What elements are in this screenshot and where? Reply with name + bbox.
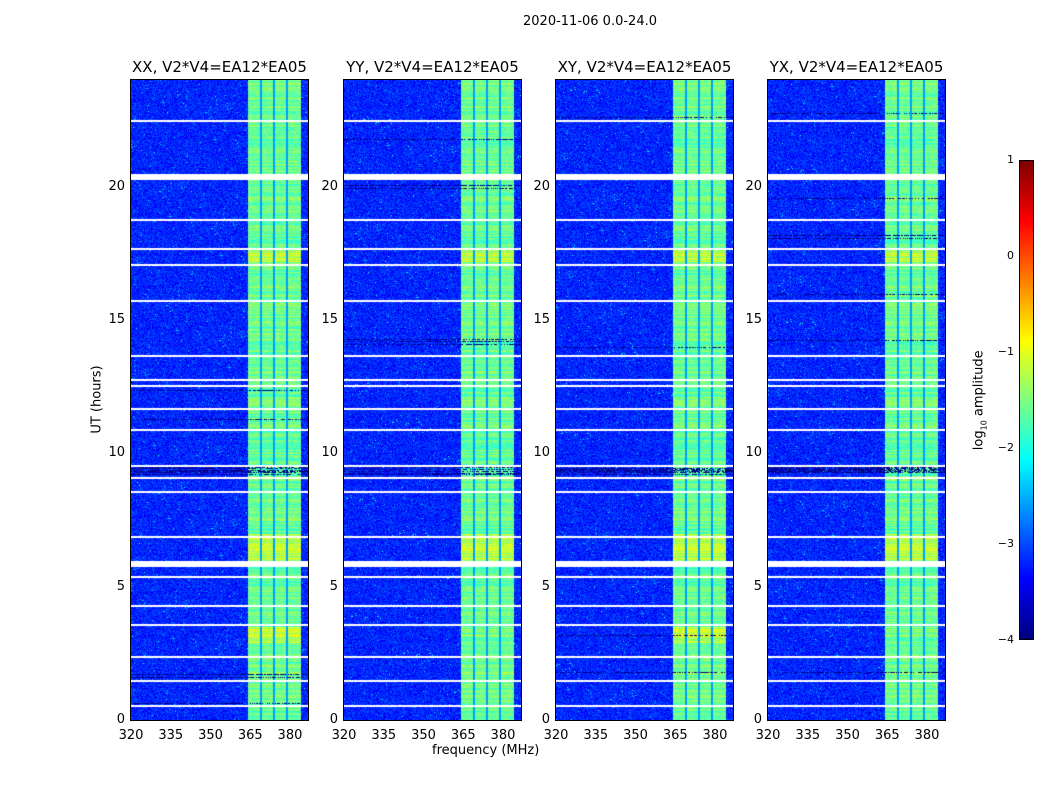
x-tick-label: 350: [835, 728, 860, 743]
panel-title: YX, V2*V4=EA12*EA05: [769, 58, 944, 76]
y-tick-label: 10: [745, 445, 762, 461]
x-tick-label: 320: [755, 728, 781, 743]
y-axis-label: UT (hours): [89, 365, 105, 434]
y-tick-label: 20: [533, 178, 550, 194]
axes-frame: [555, 79, 734, 721]
colorbar-tick-label: −1: [997, 345, 1014, 358]
x-tick-label: 335: [158, 728, 184, 743]
heatmap-xx: [131, 80, 308, 720]
x-tick-label: 335: [371, 728, 397, 743]
colorbar-tick-label: 1: [1007, 153, 1014, 166]
panel-yx: YX, V2*V4=EA12*EA05 320 335 350 365 380 0 5 10 15…: [745, 58, 946, 743]
x-tick-label: 365: [662, 728, 688, 743]
colorbar: [1019, 160, 1034, 640]
axes-frame: [343, 79, 522, 721]
axes-frame: [130, 79, 309, 721]
y-tick-label: 15: [533, 312, 550, 327]
panel-xy: XY, V2*V4=EA12*EA05 320 335 350 365 380 0 5 10 15…: [533, 58, 734, 743]
heatmap-yx: [768, 80, 945, 720]
y-tick-label: 0: [753, 712, 762, 727]
colorbar-tick-label: −3: [997, 537, 1014, 550]
heatmap-yy: [344, 80, 521, 720]
axes-frame: [767, 79, 946, 721]
x-tick-label: 350: [623, 728, 648, 743]
panel-title: XY, V2*V4=EA12*EA05: [557, 58, 732, 76]
y-tick-label: 10: [321, 445, 338, 461]
y-tick-label: 5: [116, 578, 125, 594]
x-tick-label: 335: [583, 728, 609, 743]
x-tick-label: 350: [411, 728, 436, 743]
y-tick-label: 15: [321, 312, 338, 327]
x-tick-label: 365: [237, 728, 263, 743]
x-tick-label: 350: [198, 728, 223, 743]
x-tick-label: 380: [914, 728, 940, 743]
heatmap-xy: [556, 80, 733, 720]
x-tick-label: 380: [702, 728, 728, 743]
y-tick-label: 10: [108, 445, 125, 461]
panel-title: XX, V2*V4=EA12*EA05: [132, 58, 307, 76]
panel-xx: XX, V2*V4=EA12*EA05 320 335 350 365 380 0 5 10 15…: [108, 58, 309, 743]
colorbar-label-sub: 10: [979, 420, 989, 431]
colorbar-label: log10 amplitude: [972, 340, 989, 460]
x-tick-label: 365: [450, 728, 476, 743]
y-tick-label: 5: [329, 578, 338, 594]
y-tick-label: 0: [116, 712, 125, 727]
colorbar-label-rest: amplitude: [971, 350, 987, 421]
y-tick-label: 5: [541, 578, 550, 594]
x-tick-label: 380: [490, 728, 516, 743]
x-tick-label: 380: [277, 728, 303, 743]
colorbar-label-log: log: [971, 430, 987, 451]
x-tick-label: 320: [118, 728, 144, 743]
y-tick-label: 0: [541, 712, 550, 727]
y-tick-label: 20: [745, 178, 762, 194]
x-tick-label: 365: [874, 728, 900, 743]
y-tick-label: 0: [329, 712, 338, 727]
colorbar-tick-label: −4: [997, 633, 1014, 646]
y-tick-label: 5: [753, 578, 762, 594]
y-tick-label: 20: [321, 178, 338, 194]
x-axis-label: frequency (MHz): [432, 743, 540, 758]
colorbar-tick-label: 0: [1007, 249, 1014, 262]
x-tick-label: 320: [331, 728, 357, 743]
y-tick-label: 10: [533, 445, 550, 461]
panel-yy: YY, V2*V4=EA12*EA05 320 335 350 365 380 0 5 10 15…: [321, 58, 522, 743]
y-tick-label: 20: [108, 178, 125, 194]
panel-title: YY, V2*V4=EA12*EA05: [346, 58, 519, 76]
x-tick-label: 335: [795, 728, 821, 743]
colorbar-tick-label: −2: [997, 441, 1014, 454]
figure-title: 2020-11-06 0.0-24.0: [523, 14, 657, 29]
x-tick-label: 320: [543, 728, 569, 743]
y-tick-label: 15: [745, 312, 762, 327]
y-tick-label: 15: [108, 312, 125, 327]
